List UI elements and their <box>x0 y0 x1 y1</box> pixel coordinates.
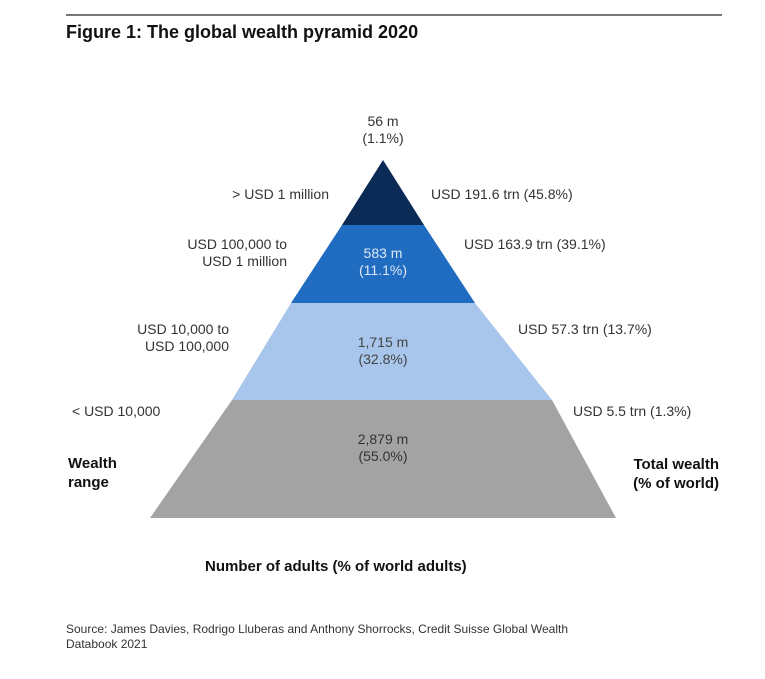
right-axis-label: Total wealth (% of world) <box>633 455 719 493</box>
wealth-upper-middle-label: USD 163.9 trn (39.1%) <box>464 236 606 252</box>
tier-top-adults: 56 m (1.1%) <box>343 113 423 147</box>
bottom-axis-label: Number of adults (% of world adults) <box>205 558 467 575</box>
range-base-label: < USD 10,000 <box>72 403 161 419</box>
tier-upper-middle-adults: 583 m (11.1%) <box>343 245 423 279</box>
range-upper-middle-line2: USD 1 million <box>202 253 287 269</box>
tier-top <box>342 160 424 225</box>
right-axis-line1: Total wealth <box>633 456 719 473</box>
source-line1: Source: James Davies, Rodrigo Lluberas a… <box>66 622 569 636</box>
range-upper-middle-label: USD 100,000 to USD 1 million <box>187 236 287 270</box>
range-top-label: > USD 1 million <box>232 186 329 202</box>
tier-top-adults-pct: (1.1%) <box>362 130 404 146</box>
tier-top-adults-value: 56 m <box>367 113 399 129</box>
range-middle-line2: USD 100,000 <box>144 338 229 354</box>
tier-base <box>150 400 616 518</box>
wealth-base-label: USD 5.5 trn (1.3%) <box>573 403 692 419</box>
range-upper-middle-line1: USD 100,000 to <box>187 236 287 252</box>
tier-upper-middle-adults-pct: (11.1%) <box>359 262 407 278</box>
source-line2: Databook 2021 <box>66 637 148 651</box>
tier-base-adults: 2,879 m (55.0%) <box>333 431 433 465</box>
wealth-top-label: USD 191.6 trn (45.8%) <box>431 186 573 202</box>
tier-upper-middle-adults-value: 583 m <box>363 245 403 261</box>
tier-middle-adults-pct: (32.8%) <box>358 351 408 367</box>
left-axis-line2: range <box>68 474 109 491</box>
tier-middle <box>232 303 552 400</box>
right-axis-line2: (% of world) <box>633 475 719 492</box>
figure-title: Figure 1: The global wealth pyramid 2020 <box>66 22 419 42</box>
wealth-middle-label: USD 57.3 trn (13.7%) <box>518 321 652 337</box>
range-middle-line1: USD 10,000 to <box>137 321 229 337</box>
tier-base-adults-value: 2,879 m <box>357 431 409 447</box>
left-axis-line1: Wealth <box>68 455 117 472</box>
tier-base-adults-pct: (55.0%) <box>358 448 408 464</box>
left-axis-label: Wealth range <box>68 454 117 492</box>
top-rule <box>66 14 722 16</box>
tier-middle-adults-value: 1,715 m <box>357 334 409 350</box>
tier-middle-adults: 1,715 m (32.8%) <box>333 334 433 368</box>
source-note: Source: James Davies, Rodrigo Lluberas a… <box>66 622 706 652</box>
tier-upper-middle <box>291 225 475 303</box>
range-middle-label: USD 10,000 to USD 100,000 <box>137 321 229 355</box>
